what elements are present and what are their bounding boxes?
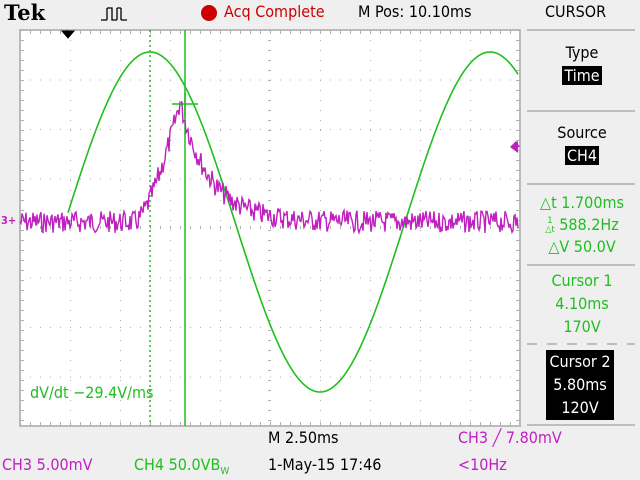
trigger-frequency: <10Hz — [458, 455, 507, 474]
cursor1-value: 170V — [563, 317, 601, 336]
cursor2-label: Cursor 2 — [549, 352, 611, 371]
source-button[interactable]: CH4 — [524, 145, 640, 167]
m-pos: M Pos: 10.10ms — [358, 2, 472, 21]
trigger-level-arrow-icon — [510, 141, 518, 153]
ch3-scale: CH3 5.00mV — [2, 455, 93, 474]
inverse-delta-t: 1 △t 588.2Hz — [524, 214, 640, 236]
trigger-setting: CH3 ╱ 7.80mV — [458, 428, 562, 447]
type-value: Time — [562, 66, 602, 85]
one-over-delta-t-icon: 1 △t — [545, 215, 555, 235]
menu-title: CURSOR — [545, 2, 607, 21]
ch3-waveform — [19, 100, 519, 236]
source-value: CH4 — [564, 146, 600, 165]
trigger-position-marker[interactable] — [60, 30, 76, 39]
ch4-scale-value: CH4 50.0VB — [134, 455, 221, 474]
acq-status-icon — [201, 5, 217, 21]
delta-v: △V 50.0V — [548, 237, 616, 256]
tek-logo: Tek — [4, 0, 46, 25]
source-label: Source — [557, 123, 607, 142]
cursor2-time: 5.80ms — [553, 375, 607, 394]
ch4-waveform — [67, 51, 519, 393]
datetime: 1-May-15 17:46 — [268, 455, 382, 474]
bandwidth-limit-icon: W — [220, 466, 230, 478]
ch4-scale: CH4 50.0VBW — [134, 455, 229, 477]
graticule — [19, 29, 521, 427]
dvdt-measurement: dV/dt −29.4V/ms — [30, 383, 154, 402]
cursor1-label[interactable]: Cursor 1 — [551, 271, 613, 290]
trigger-mode-icon — [101, 7, 127, 21]
type-button[interactable]: Time — [524, 65, 640, 87]
acq-status: Acq Complete — [224, 2, 325, 21]
delta-t: △t 1.700ms — [540, 193, 624, 212]
frequency-value: 588.2Hz — [559, 215, 619, 234]
ch3-ground-marker[interactable]: 3+ — [1, 214, 17, 227]
cursor1-time: 4.10ms — [555, 294, 609, 313]
cursor2-panel[interactable]: Cursor 2 5.80ms 120V — [546, 350, 614, 420]
cursor2-value: 120V — [561, 398, 599, 417]
timebase: M 2.50ms — [268, 428, 339, 447]
type-label: Type — [565, 43, 599, 62]
cursor-crosshair — [172, 92, 198, 118]
